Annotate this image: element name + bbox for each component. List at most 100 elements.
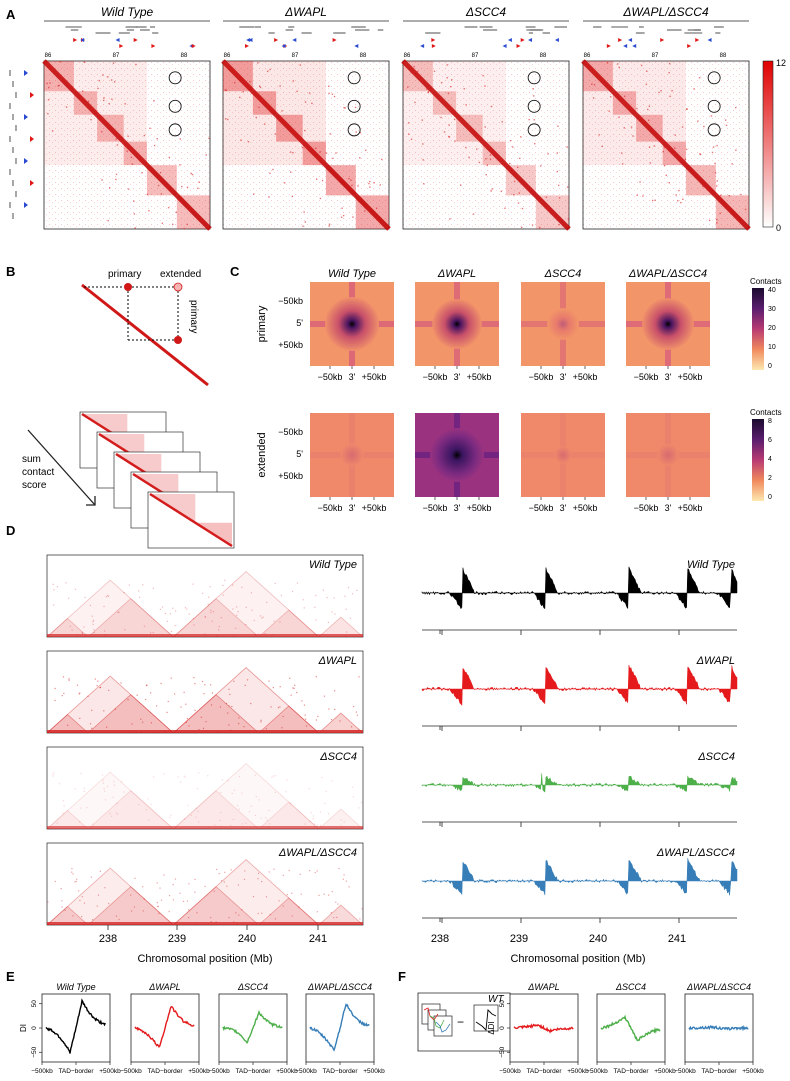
a-speckle — [484, 126, 486, 128]
a-speckle — [744, 208, 747, 211]
a-speckle — [102, 74, 104, 76]
d-speckle — [308, 788, 310, 790]
a-speckle — [258, 85, 261, 87]
d-speckle — [79, 717, 81, 719]
a-loop-circle — [527, 99, 541, 113]
a-speckle — [639, 181, 641, 183]
d-speckle — [145, 809, 147, 811]
a-speckle — [618, 116, 620, 119]
d-speckle — [116, 802, 118, 805]
d-di-track-3 — [421, 858, 738, 896]
d-speckle — [225, 702, 228, 705]
d-speckle — [257, 912, 259, 915]
d-speckle — [207, 775, 209, 777]
a-speckle — [423, 183, 425, 185]
a-speckle — [328, 92, 330, 95]
a-speckle — [328, 85, 330, 87]
a-speckle — [333, 95, 336, 98]
c-y-tick: +50kb — [278, 471, 303, 481]
a-loop-circle — [707, 99, 721, 113]
d-speckle — [241, 586, 243, 589]
d-tad-triangle — [172, 763, 320, 829]
c-title-2: ΔSCC4 — [544, 268, 582, 280]
a-left-motif — [24, 114, 28, 120]
a-loop-circle — [347, 99, 361, 113]
a-speckle — [532, 95, 535, 97]
d-speckle — [226, 885, 228, 887]
a-speckle — [610, 96, 612, 98]
d-speckle — [203, 693, 205, 695]
d-speckle — [255, 796, 257, 798]
a-speckle — [85, 101, 87, 104]
d-speckle — [289, 677, 291, 679]
a-speckle — [87, 100, 90, 103]
d-speckle — [333, 597, 335, 599]
a-motif-arrow — [528, 38, 533, 42]
d-speckle — [315, 619, 317, 621]
d-speckle — [266, 819, 268, 821]
a-speckle — [407, 86, 409, 88]
panelE-x-tick: TAD−border — [322, 1068, 358, 1075]
a-speckle — [642, 195, 644, 197]
d-speckle — [179, 892, 181, 894]
d-speckle — [89, 723, 92, 725]
a-speckle — [253, 193, 255, 195]
a-motif-arrow — [246, 38, 251, 42]
a-speckle — [675, 194, 677, 196]
a-speckle — [545, 196, 548, 198]
d-speckle — [244, 684, 246, 687]
c-heat-peak-0-3 — [642, 298, 694, 350]
d-track-title-1: ΔWAPL — [696, 655, 735, 667]
a-speckle — [735, 149, 737, 151]
d-speckle — [355, 711, 357, 713]
d-speckle — [111, 815, 113, 817]
d-speckle — [252, 895, 255, 898]
d-speckle — [241, 909, 243, 911]
d-speckle — [273, 868, 275, 870]
d-speckle — [103, 605, 105, 608]
c-x-tick: 3' — [560, 503, 567, 513]
a-speckle — [446, 77, 448, 79]
extended-dot — [173, 282, 183, 292]
a-speckle — [668, 182, 670, 184]
c-row-label-1: extended — [256, 432, 268, 477]
d-speckle — [328, 894, 330, 896]
a-speckle — [296, 90, 298, 93]
a-genome-tick: 87 — [292, 53, 299, 59]
d-speckle — [71, 629, 73, 631]
d-tad-triangle — [87, 790, 174, 829]
d-speckle — [62, 676, 65, 678]
a-speckle — [107, 219, 109, 222]
d-speckle — [92, 823, 94, 825]
d-speckle — [180, 706, 182, 708]
a-genome-tick: 88 — [540, 53, 547, 59]
d-speckle — [76, 684, 79, 686]
d-tad-triangle — [47, 713, 89, 733]
panelE-title-3: ΔWAPL/ΔSCC4 — [307, 982, 372, 992]
d-speckle — [335, 901, 337, 903]
a-loop-circle — [347, 123, 361, 137]
panel-c: Wild Type ΔWAPL ΔSCC4 ΔWAPL/ΔSCC4 primary −50… — [256, 268, 782, 513]
d-speckle — [275, 775, 277, 777]
c-x-tick: −50kb — [529, 372, 554, 382]
d-diagonal-band — [47, 634, 363, 637]
d-speckle — [81, 631, 83, 634]
a-diagonal — [221, 59, 391, 231]
panelE-x-tick: −500kb — [31, 1068, 53, 1075]
a-speckle — [511, 146, 514, 148]
d-speckle — [134, 877, 136, 879]
d-speckle — [334, 690, 336, 692]
d-speckle — [315, 594, 317, 597]
a-speckle — [491, 188, 493, 190]
d-speckle — [220, 811, 222, 814]
d-speckle — [92, 621, 94, 623]
d-speckle — [113, 784, 115, 786]
panelE-x-tick: TAD−border — [58, 1068, 94, 1075]
a-speckle — [735, 106, 737, 109]
panel-label-b: B — [6, 264, 15, 279]
d-speckle — [156, 901, 158, 904]
a-genome-tick: 87 — [113, 53, 120, 59]
d-speckle — [213, 890, 215, 892]
d-speckle — [97, 680, 99, 682]
d-speckle — [121, 781, 123, 783]
